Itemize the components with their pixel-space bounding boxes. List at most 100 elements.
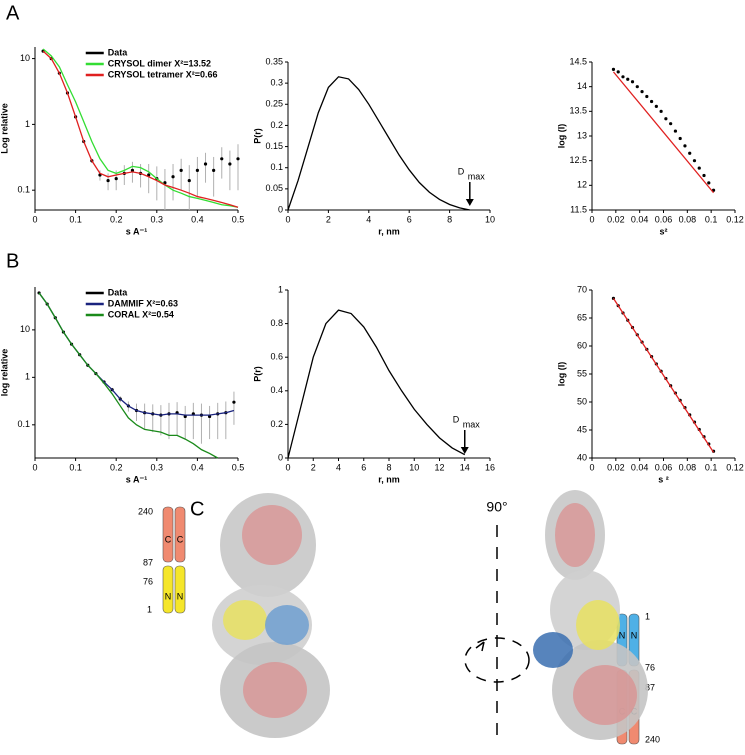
x-tick-label: 0.04 bbox=[631, 214, 649, 224]
domain-letter: N bbox=[165, 591, 172, 601]
n-domain-model bbox=[533, 632, 573, 668]
chart: 40 45 50 55 60 65 70 0 0.02 0.04 0.06 0.08 0.1 0.12 s … bbox=[556, 284, 743, 484]
y-tick-label: 50 bbox=[577, 396, 587, 406]
panel-label: A bbox=[6, 2, 20, 24]
panel-label: B bbox=[6, 250, 19, 272]
c-domain-model bbox=[243, 662, 307, 718]
data-point bbox=[673, 129, 678, 133]
rotation-symbol: 90° bbox=[464, 499, 530, 745]
y-tick-label: 10 bbox=[20, 53, 30, 63]
residue-label: 1 bbox=[147, 604, 152, 614]
x-tick-label: 0 bbox=[589, 462, 594, 472]
y-tick-label: 70 bbox=[577, 284, 587, 294]
residue-label: 87 bbox=[645, 682, 655, 692]
x-tick-label: 0.4 bbox=[191, 462, 204, 472]
data-point bbox=[678, 136, 682, 141]
series-line bbox=[287, 309, 466, 459]
data-point bbox=[611, 67, 616, 71]
x-tick-label: 0.1 bbox=[69, 462, 82, 472]
domain-schematic-left: 240 87 76 1 C C N N bbox=[138, 506, 186, 614]
x-tick-label: 0.08 bbox=[679, 462, 697, 472]
data-point bbox=[640, 90, 644, 94]
legend-label: CRYSOL tetramer X²=0.66 bbox=[108, 69, 218, 79]
c-domain-model bbox=[242, 505, 302, 565]
c-domain bbox=[174, 506, 186, 563]
y-tick-label: 0.25 bbox=[265, 99, 283, 109]
chart: 11.5 12 12.5 13 13.5 14 14.5 0 0.02 0.04 0.06 0.08 0… bbox=[556, 56, 743, 236]
data-point bbox=[626, 77, 630, 81]
legend-label: CORAL X²=0.54 bbox=[108, 309, 174, 319]
data-point bbox=[179, 168, 183, 172]
data-point bbox=[707, 181, 711, 185]
chart: 00.20.40.60.810 2 4 6 8 10 12 14 16r, nmP(r)D max bbox=[252, 284, 495, 484]
y-tick-label: 0.1 bbox=[17, 419, 30, 429]
domain-letter: N bbox=[619, 630, 626, 640]
data-point bbox=[630, 80, 635, 84]
y-tick-label: 0.6 bbox=[270, 352, 283, 362]
panel-label: C bbox=[190, 498, 204, 520]
y-tick-label: 1 bbox=[25, 372, 30, 382]
y-tick-label: 12 bbox=[577, 180, 587, 190]
x-tick-label: 10 bbox=[409, 462, 419, 472]
y-tick-label: 0.2 bbox=[270, 419, 283, 429]
data-point bbox=[616, 70, 620, 74]
x-tick-label: 0.12 bbox=[726, 214, 744, 224]
y-tick-label: 1 bbox=[25, 119, 30, 129]
data-point bbox=[130, 168, 135, 172]
n-domain bbox=[162, 565, 174, 614]
data-point bbox=[659, 109, 663, 113]
x-tick-label: 0.06 bbox=[655, 462, 673, 472]
chart: 0.1 1 10 0 0.1 0.2 0.3 0.4 0.5 s A⁻¹ Log relative D… bbox=[0, 47, 244, 236]
data-point bbox=[187, 178, 191, 183]
x-axis-label: r, nm bbox=[378, 226, 400, 236]
data-point bbox=[688, 151, 692, 155]
legend-label: DAMMIF X²=0.63 bbox=[108, 298, 178, 308]
y-axis-label: P(r) bbox=[252, 366, 262, 382]
c-domain bbox=[162, 506, 174, 563]
y-tick-label: 0.2 bbox=[270, 120, 283, 130]
residue-label: 240 bbox=[645, 734, 660, 744]
legend-label: CRYSOL dimer X²=13.52 bbox=[108, 58, 211, 68]
x-tick-label: 0.2 bbox=[110, 462, 123, 472]
data-point bbox=[654, 104, 658, 108]
rotation-label: 90° bbox=[486, 499, 507, 515]
x-tick-label: 0.1 bbox=[705, 214, 718, 224]
x-tick-label: 6 bbox=[407, 214, 412, 224]
data-point bbox=[692, 159, 697, 163]
residue-label: 76 bbox=[143, 576, 153, 586]
dmax-subscript: max bbox=[463, 419, 481, 429]
dmax-arrowhead bbox=[460, 447, 469, 454]
data-point bbox=[697, 166, 701, 170]
data-point bbox=[664, 117, 668, 121]
x-tick-label: 0.3 bbox=[151, 214, 164, 224]
y-tick-label: 10 bbox=[20, 324, 30, 334]
y-tick-label: 0.05 bbox=[265, 183, 283, 193]
data-point bbox=[106, 178, 110, 183]
x-tick-label: 0.06 bbox=[655, 214, 673, 224]
y-tick-label: 0.4 bbox=[270, 385, 283, 395]
residue-label: 240 bbox=[138, 506, 153, 516]
y-tick-label: 60 bbox=[577, 340, 587, 350]
data-point bbox=[228, 162, 232, 166]
y-axis-label: Log relative bbox=[0, 103, 9, 154]
x-tick-label: 10 bbox=[485, 214, 495, 224]
x-tick-label: 0.1 bbox=[705, 462, 718, 472]
molecular-model bbox=[212, 493, 330, 738]
y-axis-label: log (I) bbox=[556, 124, 566, 149]
data-point bbox=[163, 181, 167, 185]
x-tick-label: 0.3 bbox=[151, 462, 164, 472]
x-tick-label: 12 bbox=[434, 462, 444, 472]
y-tick-label: 65 bbox=[577, 312, 587, 322]
data-point bbox=[645, 94, 649, 99]
x-tick-label: 0 bbox=[285, 214, 290, 224]
residue-label: 87 bbox=[143, 557, 153, 567]
chart: 0.1 1 10 0 0.1 0.2 0.3 0.4 0.5 s A⁻¹ log relative D… bbox=[0, 287, 244, 484]
x-tick-label: 0.4 bbox=[191, 214, 204, 224]
y-tick-label: 0.8 bbox=[270, 318, 283, 328]
series-line bbox=[612, 298, 715, 453]
x-tick-label: 0.02 bbox=[607, 214, 625, 224]
data-point bbox=[220, 157, 224, 161]
x-axis-label: s A⁻¹ bbox=[126, 474, 147, 484]
x-tick-label: 2 bbox=[326, 214, 331, 224]
domain-letter: C bbox=[177, 534, 184, 544]
